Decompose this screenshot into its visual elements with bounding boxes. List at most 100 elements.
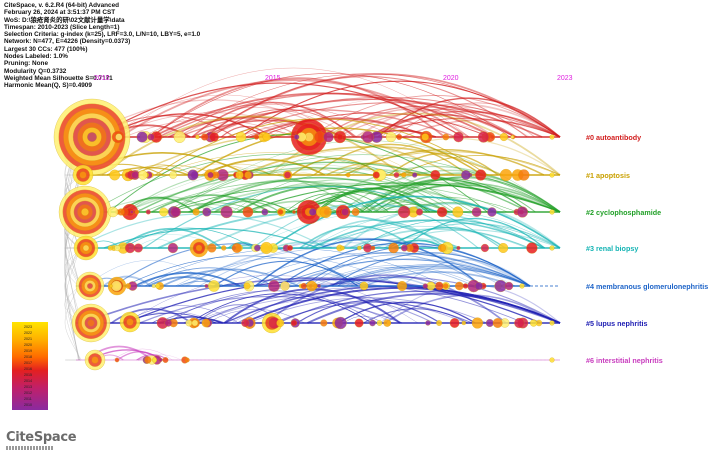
citation-node <box>133 243 143 253</box>
node-ring <box>475 169 487 181</box>
citation-arc <box>175 257 401 287</box>
citation-arc <box>308 254 482 287</box>
citation-node <box>498 243 509 253</box>
citation-node <box>155 283 161 289</box>
metadata-line: February 26, 2024 at 3:51:37 PM CST <box>4 9 116 17</box>
citation-arc <box>367 118 561 138</box>
citation-node <box>415 208 424 216</box>
node-ring <box>134 209 140 215</box>
node-ring <box>138 170 148 180</box>
citation-arc <box>243 182 561 213</box>
citation-arc <box>265 274 507 324</box>
node-ring <box>253 244 261 252</box>
citation-node <box>169 171 177 179</box>
cluster-label: #0 autoantibody <box>586 133 642 142</box>
node-ring <box>276 319 285 327</box>
cluster-label: #3 renal biopsy <box>586 244 639 253</box>
citation-node <box>438 244 446 252</box>
citation-node <box>549 209 555 215</box>
node-ring <box>361 131 374 143</box>
citation-arc <box>158 107 352 138</box>
citation-node <box>462 283 469 289</box>
citation-node <box>442 283 449 289</box>
node-ring <box>336 133 344 141</box>
citation-node <box>243 282 251 290</box>
citation-arc <box>240 80 561 138</box>
citation-arc <box>157 152 386 176</box>
citation-arc <box>377 201 434 213</box>
citation-node <box>292 210 296 214</box>
node-ring <box>262 132 271 142</box>
node-ring <box>516 206 528 218</box>
citation-arc <box>192 119 345 138</box>
node-ring <box>300 282 307 290</box>
citation-node <box>514 317 525 329</box>
legend-year: 2011 <box>24 397 32 401</box>
citation-node <box>290 319 298 327</box>
node-ring <box>87 283 93 289</box>
citation-arc <box>188 182 496 213</box>
citation-arc <box>337 301 476 324</box>
node-ring <box>514 317 525 329</box>
node-ring <box>340 245 345 251</box>
node-ring <box>292 210 296 214</box>
node-ring <box>195 244 203 252</box>
citation-arc <box>156 283 525 324</box>
node-ring <box>397 281 408 291</box>
citation-arc <box>123 227 254 249</box>
citation-node <box>340 245 345 251</box>
citation-node <box>136 131 148 143</box>
citation-arc <box>340 169 561 213</box>
node-ring <box>518 169 530 181</box>
citation-node <box>201 133 209 141</box>
citation-node <box>396 134 403 140</box>
citation-node <box>442 133 450 141</box>
node-ring <box>133 243 143 253</box>
node-ring <box>499 168 513 182</box>
citation-node <box>354 318 364 328</box>
citation-arc <box>134 272 241 287</box>
node-ring <box>111 280 122 292</box>
node-ring <box>151 284 156 288</box>
node-ring <box>207 171 214 179</box>
node-ring <box>425 320 431 326</box>
citation-node <box>119 311 141 333</box>
citation-arc <box>402 217 545 249</box>
node-ring <box>184 357 190 363</box>
citation-node <box>341 208 349 216</box>
citation-node <box>134 209 140 215</box>
node-ring <box>499 132 508 142</box>
node-ring <box>487 207 497 217</box>
citation-arc <box>95 82 464 138</box>
citation-node <box>487 207 497 217</box>
node-ring <box>519 283 525 289</box>
citation-node <box>334 316 347 330</box>
citation-arc <box>124 119 294 138</box>
citation-node <box>351 208 360 216</box>
node-ring <box>136 131 148 143</box>
citation-arc <box>370 117 561 138</box>
citation-arc <box>309 225 530 249</box>
citation-arc <box>234 252 531 287</box>
citation-arc <box>202 98 543 138</box>
citation-node <box>121 203 139 221</box>
citation-arc <box>361 264 516 287</box>
node-ring <box>480 243 489 253</box>
node-ring <box>471 207 482 217</box>
citation-node <box>397 281 408 291</box>
citation-arc <box>198 242 503 287</box>
node-ring <box>442 283 449 289</box>
logo-underline <box>6 446 54 450</box>
citation-arc <box>206 96 561 138</box>
node-ring <box>162 357 169 363</box>
citation-node <box>549 245 555 251</box>
citation-arc <box>294 273 354 287</box>
citation-node <box>471 317 483 329</box>
node-ring <box>341 208 349 216</box>
citation-arc <box>204 75 528 138</box>
citation-node <box>131 171 139 179</box>
node-ring <box>293 134 300 140</box>
citation-node <box>369 319 376 327</box>
citation-node <box>461 170 471 180</box>
node-ring <box>529 319 538 327</box>
